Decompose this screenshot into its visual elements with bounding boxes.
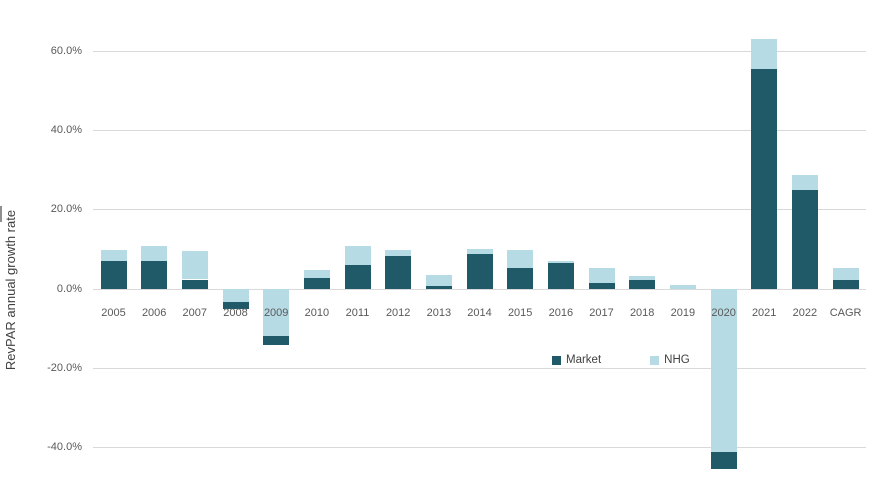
- legend-item-market: Market: [552, 354, 601, 366]
- bar-2020-nhg: [710, 288, 737, 452]
- gridline-0: [93, 288, 866, 290]
- bar-2015-nhg: [507, 249, 534, 268]
- x-label-2022: 2022: [792, 307, 818, 319]
- legend-nhg-label: NHG: [664, 354, 690, 366]
- x-label-CAGR: CAGR: [829, 307, 862, 319]
- legend-market-swatch-icon: [552, 355, 561, 365]
- bar-2021-market: [751, 69, 778, 289]
- bar-2006-market: [141, 260, 168, 289]
- bar-2017-nhg: [588, 267, 615, 283]
- bar-2009-market: [263, 336, 290, 345]
- left-edge-cropped-glyph: [0, 206, 2, 222]
- y-tick-label-40: 40.0%: [50, 124, 82, 137]
- bar-2009-nhg: [263, 288, 290, 337]
- x-label-2007: 2007: [182, 307, 208, 319]
- legend-item-nhg: NHG: [650, 354, 690, 366]
- bar-2007-market: [181, 279, 208, 289]
- x-label-2008: 2008: [223, 307, 248, 319]
- bar-2005-market: [100, 260, 127, 289]
- x-label-2006: 2006: [141, 307, 167, 319]
- gridline-40: [93, 130, 866, 132]
- gridline-60: [93, 50, 866, 52]
- bar-CAGR-nhg: [832, 268, 859, 280]
- bar-2016-nhg: [547, 260, 574, 263]
- bar-2012-nhg: [385, 250, 412, 256]
- x-label-2016: 2016: [548, 307, 574, 319]
- x-label-2019: 2019: [670, 307, 696, 319]
- y-tick-label--40: -40.0%: [47, 441, 82, 454]
- x-label-2012: 2012: [385, 307, 411, 319]
- bar-2006-nhg: [141, 245, 168, 261]
- bar-2013-market: [425, 286, 452, 289]
- x-label-2017: 2017: [589, 307, 614, 319]
- bar-2008-nhg: [222, 288, 249, 303]
- bar-2010-market: [303, 277, 330, 289]
- x-label-2009: 2009: [263, 307, 289, 319]
- bar-2017-market: [588, 282, 615, 289]
- bar-CAGR-market: [832, 279, 859, 289]
- bar-2014-nhg: [466, 249, 493, 254]
- bar-2018-nhg: [629, 276, 656, 281]
- legend: Market NHG: [552, 353, 690, 367]
- bar-2022-nhg: [791, 174, 818, 190]
- bar-2015-market: [507, 267, 534, 289]
- bar-2016-market: [547, 262, 574, 289]
- bar-2018-market: [629, 280, 656, 289]
- x-label-2015: 2015: [507, 307, 533, 319]
- gridline--40: [93, 447, 866, 449]
- gridline--20: [93, 368, 866, 369]
- x-label-2020: 2020: [711, 307, 736, 319]
- bar-2021-nhg: [751, 39, 778, 70]
- x-label-2021: 2021: [751, 307, 777, 319]
- bar-2007-nhg: [181, 250, 208, 280]
- x-label-2005: 2005: [101, 307, 126, 319]
- gridline-20: [93, 209, 866, 211]
- bar-2010-nhg: [303, 270, 330, 278]
- bar-2022-market: [791, 190, 818, 289]
- bar-2011-nhg: [344, 245, 371, 265]
- bar-2013-nhg: [425, 275, 452, 287]
- y-tick-label--20: -20.0%: [47, 362, 82, 374]
- x-label-2011: 2011: [345, 307, 370, 319]
- x-label-2013: 2013: [426, 307, 452, 319]
- x-label-2018: 2018: [629, 307, 655, 319]
- x-label-2014: 2014: [467, 307, 492, 319]
- y-tick-label-20: 20.0%: [50, 203, 82, 216]
- legend-market-label: Market: [566, 354, 602, 366]
- bar-2019-nhg: [669, 284, 696, 289]
- bar-2011-market: [344, 264, 371, 289]
- y-tick-label-0: 0.0%: [56, 282, 82, 295]
- bar-2020-market: [710, 451, 737, 470]
- legend-nhg-swatch-icon: [650, 355, 660, 365]
- bar-2005-nhg: [100, 249, 127, 261]
- bar-2008-market: [222, 302, 249, 309]
- y-tick-label-60: 60.0%: [50, 44, 82, 57]
- bar-2014-market: [466, 253, 493, 289]
- x-label-2010: 2010: [304, 307, 330, 319]
- bar-2012-market: [385, 255, 412, 289]
